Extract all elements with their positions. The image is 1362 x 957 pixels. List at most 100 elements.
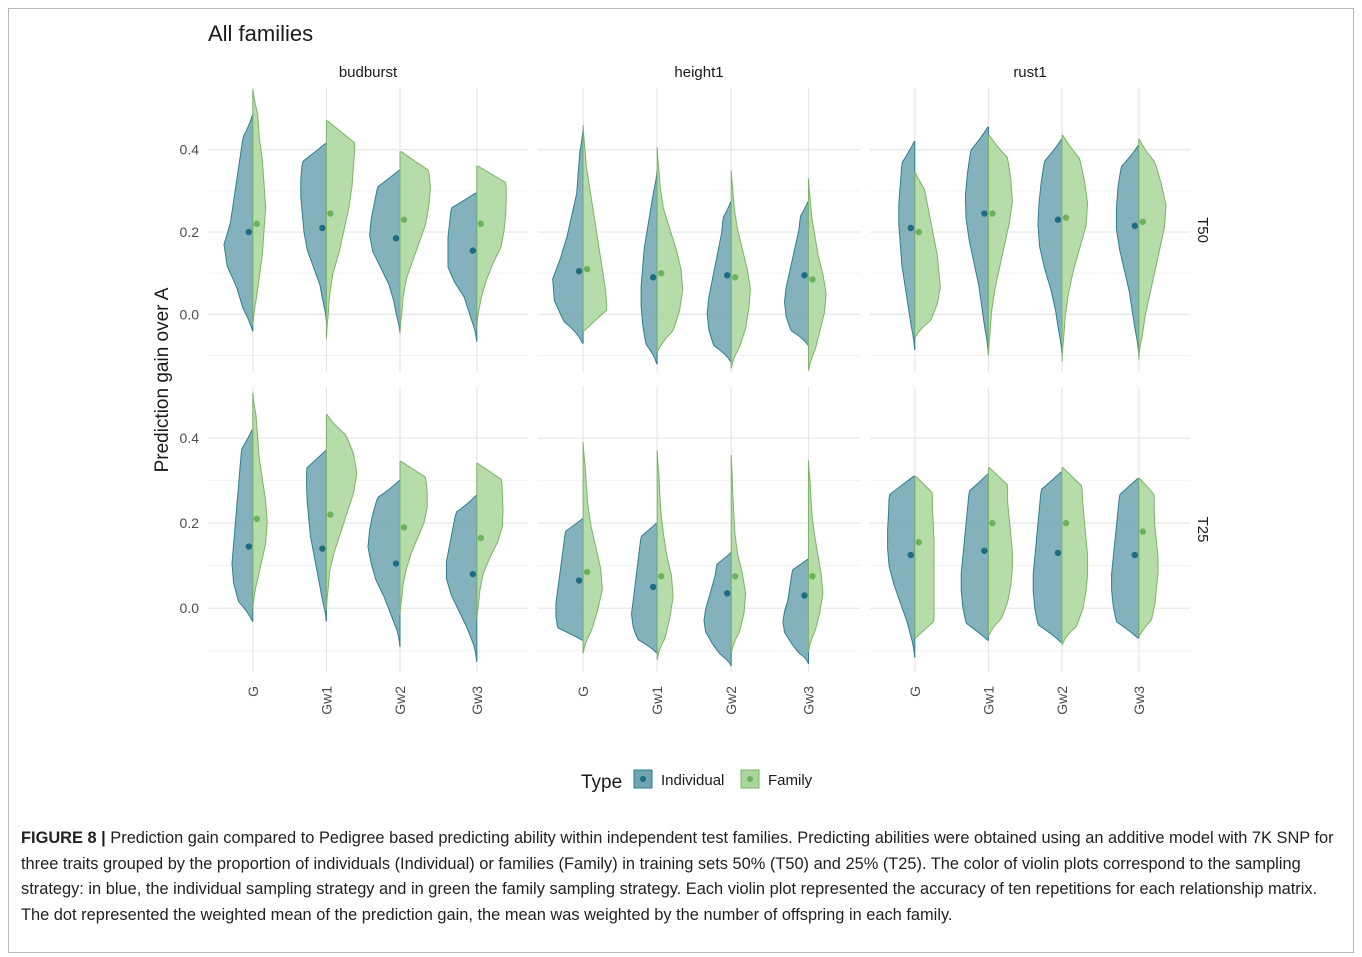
- violin-individual-budburst-T50-Gw1: [300, 143, 327, 322]
- y-tick-label: 0.0: [180, 306, 200, 322]
- violin-family-height1-T50-G: [582, 124, 608, 332]
- violin-family-rust1-T25-G: [914, 475, 935, 639]
- figure-caption: FIGURE 8 | Prediction gain compared to P…: [21, 826, 1343, 928]
- violin-individual-rust1-T50-Gw2: [1037, 138, 1063, 355]
- mean-dot-family-rust1-T25-G: [915, 539, 922, 546]
- legend-title: Type: [581, 772, 622, 793]
- violin-individual-height1-T50-G: [552, 128, 584, 344]
- legend-label-individual: Individual: [661, 772, 724, 789]
- mean-dot-individual-rust1-T50-Gw2: [1054, 216, 1062, 223]
- violin-family-budburst-T50-Gw3: [476, 165, 507, 329]
- y-tick-label: 0.4: [180, 142, 200, 158]
- panel-height1-T25: G Gw1 Gw2 Gw3: [538, 387, 860, 715]
- violin-individual-rust1-T50-G: [898, 140, 916, 351]
- mean-dot-individual-rust1-T25-G: [907, 551, 914, 559]
- violin-individual-height1-T25-Gw2: [703, 552, 732, 667]
- mean-dot-family-height1-T50-Gw2: [732, 274, 739, 281]
- violin-individual-rust1-T25-Gw3: [1111, 477, 1140, 639]
- x-tick-label: G: [245, 686, 261, 697]
- violin-family-height1-T50-Gw2: [730, 170, 751, 369]
- mean-dot-family-height1-T25-Gw1: [657, 573, 665, 580]
- violin-individual-rust1-T25-Gw2: [1032, 471, 1063, 643]
- mean-dot-family-budburst-T25-Gw1: [327, 511, 334, 518]
- x-tick-label: Gw3: [800, 686, 816, 715]
- violin-family-budburst-T50-Gw2: [399, 151, 431, 333]
- violin-individual-rust1-T50-Gw3: [1115, 145, 1140, 355]
- violin-individual-height1-T25-Gw1: [630, 522, 658, 654]
- mean-dot-family-height1-T25-Gw2: [732, 573, 739, 580]
- violin-individual-budburst-T25-G: [231, 428, 254, 622]
- legend-label-family: Family: [768, 772, 813, 789]
- mean-dot-individual-height1-T50-G: [575, 267, 583, 275]
- mean-dot-family-budburst-T25-Gw3: [477, 534, 484, 542]
- panel-budburst-T25: 0.0 0.2 0.4 G Gw1 Gw2 Gw3: [180, 387, 528, 715]
- x-tick-label: G: [907, 686, 923, 697]
- mean-dot-individual-rust1-T25-Gw3: [1131, 551, 1139, 559]
- mean-dot-family-rust1-T25-Gw2: [1062, 519, 1070, 527]
- violin-individual-rust1-T25-Gw1: [960, 473, 989, 641]
- mean-dot-individual-height1-T50-Gw3: [801, 272, 808, 279]
- violin-family-rust1-T50-G: [914, 171, 941, 338]
- mean-dot-family-height1-T50-Gw1: [657, 270, 665, 277]
- violin-family-rust1-T50-Gw2: [1061, 134, 1089, 362]
- violin-family-budburst-T50-Gw1: [325, 120, 356, 340]
- violin-family-budburst-T25-Gw2: [399, 460, 428, 615]
- violin-family-rust1-T50-Gw3: [1138, 138, 1167, 360]
- mean-dot-individual-rust1-T50-Gw1: [981, 210, 988, 217]
- mean-dot-individual-budburst-T25-G: [245, 543, 252, 550]
- mean-dot-family-height1-T25-G: [583, 568, 591, 576]
- mean-dot-family-height1-T25-Gw3: [809, 573, 816, 580]
- mean-dot-individual-height1-T25-Gw1: [649, 583, 657, 591]
- mean-dot-individual-budburst-T25-Gw3: [469, 570, 476, 578]
- strip-label-budburst: budburst: [339, 64, 398, 81]
- mean-dot-family-rust1-T50-Gw2: [1062, 214, 1070, 221]
- x-tick-label: Gw3: [1131, 686, 1147, 715]
- violin-family-height1-T50-Gw1: [656, 146, 684, 352]
- violin-individual-rust1-T50-Gw1: [964, 126, 989, 355]
- mean-dot-individual-height1-T25-Gw2: [724, 590, 731, 597]
- x-tick-label: G: [575, 686, 591, 697]
- strip-label-T25: T25: [1194, 517, 1211, 543]
- violin-family-rust1-T25-Gw1: [987, 467, 1013, 637]
- violin-individual-rust1-T25-G: [887, 475, 916, 658]
- mean-dot-family-budburst-T50-G: [253, 220, 260, 228]
- caption-text: Prediction gain compared to Pedigree bas…: [21, 829, 1334, 924]
- violin-individual-budburst-T25-Gw2: [367, 480, 401, 648]
- mean-dot-individual-rust1-T50-G: [907, 224, 914, 232]
- mean-dot-individual-budburst-T25-Gw2: [392, 560, 400, 567]
- panel-rust1-T25: G Gw1 Gw2 Gw3: [870, 387, 1190, 715]
- panel-height1-T50: height1: [538, 64, 860, 372]
- violin-individual-budburst-T50-G: [223, 114, 254, 332]
- x-tick-label: Gw1: [649, 686, 665, 715]
- panel-budburst-T50: 0.0 0.2 0.4 budburst: [180, 64, 528, 372]
- violin-family-rust1-T50-Gw1: [987, 134, 1013, 356]
- y-tick-label: 0.4: [180, 430, 200, 446]
- violin-family-rust1-T25-Gw3: [1138, 477, 1159, 637]
- violin-individual-budburst-T50-Gw2: [369, 169, 401, 334]
- mean-dot-family-height1-T50-G: [583, 265, 591, 273]
- legend-key-individual-dot: [640, 776, 646, 782]
- violin-family-budburst-T25-Gw3: [476, 463, 504, 622]
- mean-dot-individual-height1-T50-Gw2: [724, 272, 731, 279]
- mean-dot-family-rust1-T50-Gw1: [989, 210, 996, 217]
- mean-dot-individual-rust1-T25-Gw2: [1054, 549, 1062, 557]
- mean-dot-family-budburst-T50-Gw2: [400, 216, 408, 223]
- violin-family-height1-T25-Gw1: [656, 450, 674, 660]
- mean-dot-family-height1-T50-Gw3: [809, 276, 816, 283]
- strip-label-height1: height1: [674, 64, 723, 81]
- violin-family-rust1-T25-Gw2: [1061, 467, 1089, 645]
- mean-dot-family-budburst-T50-Gw1: [327, 210, 334, 217]
- legend: Type Individual Family: [581, 769, 813, 793]
- y-tick-label: 0.2: [180, 515, 200, 531]
- mean-dot-individual-height1-T25-Gw3: [801, 592, 808, 599]
- mean-dot-family-budburst-T25-G: [253, 515, 260, 523]
- violin-family-height1-T25-G: [582, 441, 603, 654]
- violin-family-height1-T50-Gw3: [807, 178, 827, 371]
- x-tick-label: Gw1: [318, 686, 334, 715]
- violin-individual-height1-T50-Gw2: [706, 200, 732, 363]
- mean-dot-individual-rust1-T50-Gw3: [1131, 222, 1139, 230]
- chart-title: All families: [208, 21, 313, 46]
- violin-family-budburst-T25-G: [252, 392, 268, 609]
